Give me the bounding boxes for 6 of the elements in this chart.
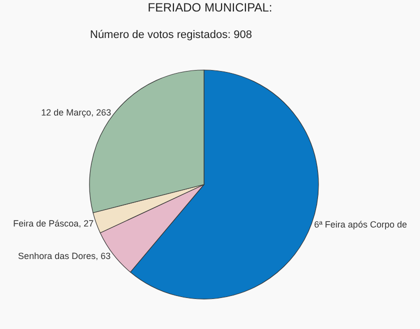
chart-subtitle: Número de votos registados: 908 [90, 29, 252, 41]
slice-label: Feira de Páscoa, 27 [13, 218, 94, 229]
slice-label: 12 de Março, 263 [41, 107, 112, 118]
chart-title: FERIADO MUNICIPAL: [148, 0, 272, 15]
slice-label: Senhora das Dores, 63 [18, 251, 111, 261]
slice-label: 6ª Feira após Corpo de [314, 219, 407, 230]
